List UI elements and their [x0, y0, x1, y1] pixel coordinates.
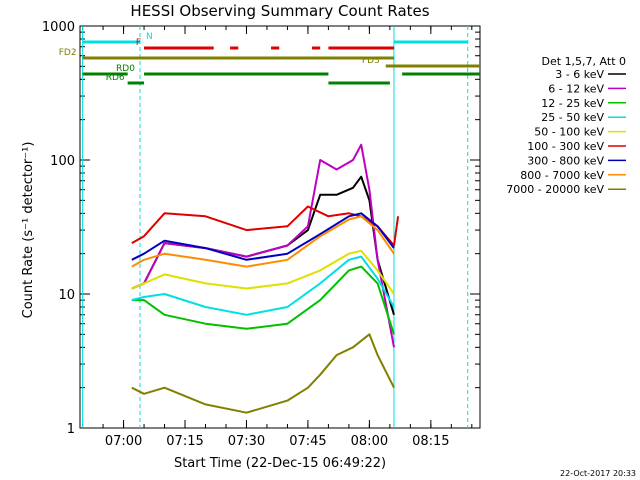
footer-date: 22-Oct-2017 20:33	[560, 469, 636, 478]
series-line	[131, 255, 395, 316]
x-tick-label: 08:15	[412, 434, 449, 449]
flag-label: F	[136, 38, 141, 48]
y-tick-label: 1	[67, 422, 75, 437]
x-tick-label: 08:00	[351, 434, 388, 449]
flag-label: N	[146, 32, 153, 42]
chart-title: HESSI Observing Summary Count Rates	[130, 2, 429, 20]
x-tick-label: 07:30	[228, 434, 265, 449]
series-line	[131, 333, 395, 414]
legend-label: 25 - 50 keV	[541, 111, 604, 124]
series-line	[131, 215, 395, 268]
x-tick-label: 07:45	[289, 434, 326, 449]
flag-label: FD2	[59, 48, 77, 58]
legend-label: 6 - 12 keV	[548, 82, 604, 95]
series-line	[131, 212, 395, 261]
legend-label: 100 - 300 keV	[527, 140, 604, 153]
flag-label: FD3	[362, 56, 380, 66]
y-tick-label: 100	[50, 154, 75, 169]
flag-label: RD6	[106, 73, 125, 83]
ticks-layer: 07:00 07:15 07:30 07:45 08:00 08:15 1 10 100 1000	[42, 20, 480, 449]
legend-label: 50 - 100 keV	[534, 126, 604, 139]
markers-layer	[82, 26, 469, 428]
x-tick-label: 07:15	[166, 434, 203, 449]
x-axis-label: Start Time (22-Dec-15 06:49:22)	[174, 456, 386, 471]
y-tick-label: 10	[58, 288, 75, 303]
series-layer	[131, 143, 400, 414]
legend-label: 3 - 6 keV	[555, 68, 604, 81]
plot-frame	[79, 25, 481, 429]
flag-label: RD0	[116, 64, 135, 74]
legend-label: 7000 - 20000 keV	[506, 183, 604, 196]
x-tick-label: 07:00	[105, 434, 142, 449]
series-line	[131, 205, 400, 247]
legend-label: 12 - 25 keV	[541, 97, 604, 110]
series-line	[131, 249, 395, 295]
y-tick-label: 1000	[42, 20, 75, 35]
y-axis-label-group: Count Rate (s⁻¹ detector⁻¹)	[21, 142, 36, 319]
legend-title: Det 1,5,7, Att 0	[542, 55, 626, 68]
series-line	[131, 175, 395, 316]
y-axis-label: Count Rate (s⁻¹ detector⁻¹)	[21, 142, 36, 319]
series-line	[131, 265, 395, 335]
series-line	[131, 143, 395, 348]
legend-label: 300 - 800 keV	[527, 154, 604, 167]
legend-label: 800 - 7000 keV	[520, 169, 604, 182]
